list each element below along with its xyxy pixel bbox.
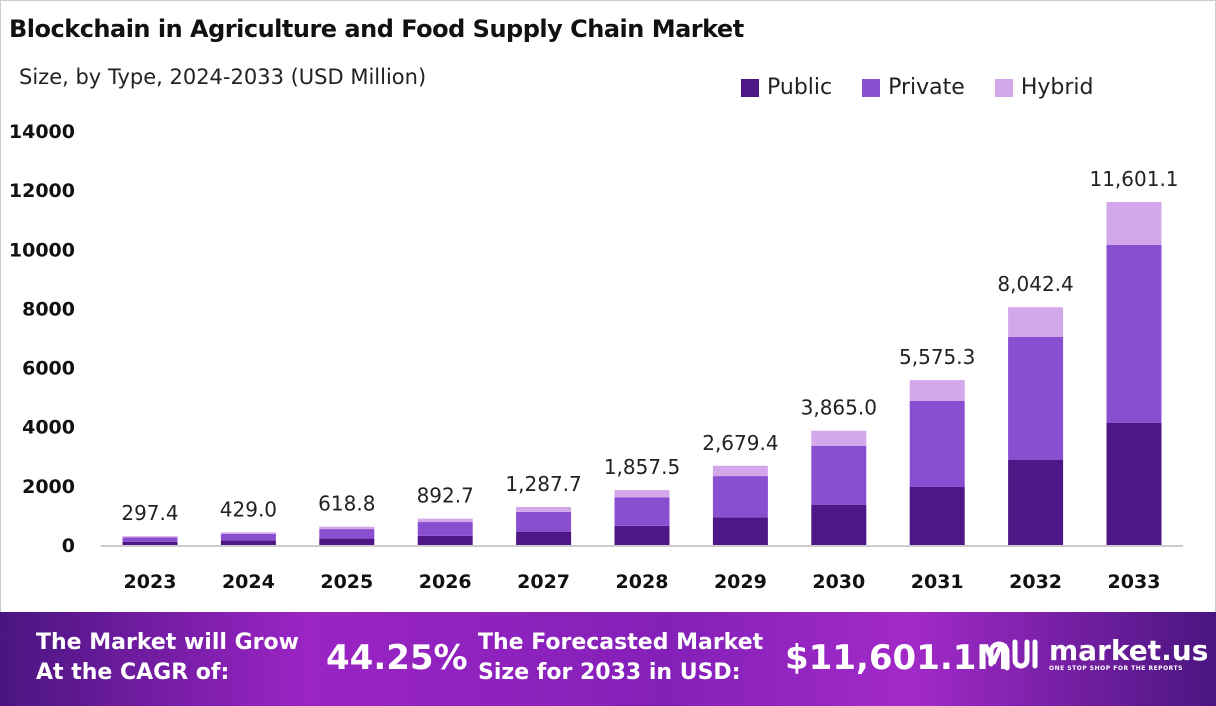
- bar-chart: 0 2000 4000 6000 8000 10000 12000 14000 297.4 202…: [9, 121, 1183, 593]
- cagr-label-line2: At the CAGR of:: [36, 660, 230, 685]
- footer-banner: The Market will Grow At the CAGR of: 44.2…: [0, 612, 1216, 706]
- legend-item-public: Public: [741, 75, 832, 100]
- y-tick-label: 10000: [9, 239, 75, 261]
- forecast-value: $11,601.1M: [785, 638, 1011, 678]
- data-label-total: 3,865.0: [801, 396, 877, 420]
- x-tick-label: 2032: [1009, 571, 1062, 593]
- data-label-total: 1,857.5: [604, 455, 680, 479]
- data-label-total: 1,287.7: [505, 472, 581, 496]
- bar-hybrid-2026: [417, 518, 473, 523]
- x-tick-label: 2025: [320, 571, 373, 593]
- x-tick-label: 2024: [222, 571, 275, 593]
- bar-hybrid-2029: [712, 465, 768, 477]
- data-label-total: 892.7: [417, 484, 474, 508]
- legend: Public Private Hybrid: [741, 75, 1093, 100]
- legend-label-private: Private: [888, 75, 965, 100]
- y-tick-label: 2000: [22, 476, 75, 498]
- bar-hybrid-2027: [516, 506, 572, 512]
- bar-public-2031: [909, 487, 965, 545]
- bar-private-2032: [1008, 336, 1064, 461]
- cagr-label: The Market will Grow At the CAGR of:: [36, 628, 299, 688]
- legend-swatch-private: [862, 78, 881, 97]
- x-tick-label: 2026: [419, 571, 472, 593]
- cagr-label-line1: The Market will Grow: [36, 630, 299, 655]
- logo-text: market.us: [1049, 633, 1209, 667]
- forecast-label: The Forecasted Market Size for 2033 in US…: [478, 628, 763, 688]
- legend-swatch-public: [741, 78, 759, 97]
- bar-private-2027: [516, 511, 572, 532]
- bar-private-2025: [319, 529, 375, 539]
- x-tick-label: 2023: [124, 571, 177, 593]
- bar-hybrid-2024: [220, 532, 276, 534]
- logo-icon: [988, 639, 1038, 671]
- forecast-label-line1: The Forecasted Market: [478, 630, 764, 655]
- bar-public-2025: [319, 538, 375, 545]
- bar-private-2031: [909, 400, 965, 488]
- bar-public-2026: [417, 535, 473, 545]
- bar-hybrid-2028: [614, 490, 670, 498]
- data-label-total: 297.4: [121, 501, 178, 525]
- bar-private-2029: [712, 476, 768, 518]
- bar-hybrid-2033: [1106, 201, 1162, 245]
- x-tick-label: 2030: [812, 571, 865, 593]
- y-tick-label: 4000: [22, 417, 75, 439]
- bar-private-2024: [220, 533, 276, 541]
- x-tick-label: 2033: [1108, 571, 1161, 593]
- bar-hybrid-2030: [811, 430, 867, 446]
- bar-public-2028: [614, 525, 670, 545]
- data-label-total: 8,042.4: [997, 272, 1073, 296]
- legend-label-hybrid: Hybrid: [1020, 75, 1094, 100]
- y-tick-label: 0: [62, 535, 75, 557]
- bar-public-2023: [122, 541, 178, 545]
- legend-swatch-hybrid: [994, 78, 1013, 97]
- bar-private-2028: [614, 497, 670, 526]
- bar-hybrid-2032: [1008, 307, 1064, 337]
- bar-public-2032: [1008, 460, 1064, 545]
- y-tick-label: 12000: [9, 180, 75, 202]
- bar-public-2029: [712, 517, 768, 545]
- bar-public-2024: [220, 540, 276, 545]
- x-tick-label: 2029: [714, 571, 767, 593]
- bar-public-2033: [1106, 422, 1162, 545]
- data-label-total: 429.0: [220, 497, 277, 521]
- bar-private-2030: [811, 445, 867, 505]
- y-tick-label: 6000: [22, 358, 75, 380]
- market-us-logo: market.us ONE STOP SHOP FOR THE REPORTS: [985, 634, 1208, 674]
- cagr-value: 44.25%: [326, 638, 468, 678]
- bar-hybrid-2031: [909, 380, 965, 401]
- legend-label-public: Public: [767, 75, 833, 100]
- legend-item-hybrid: Hybrid: [994, 75, 1094, 100]
- y-tick-label: 14000: [9, 121, 75, 143]
- bar-public-2027: [516, 531, 572, 545]
- x-tick-label: 2031: [911, 571, 964, 593]
- logo-tagline: ONE STOP SHOP FOR THE REPORTS: [1049, 664, 1183, 672]
- chart-title: Blockchain in Agriculture and Food Suppl…: [9, 15, 744, 43]
- bar-public-2030: [811, 504, 867, 545]
- x-tick-label: 2028: [616, 571, 669, 593]
- data-label-total: 618.8: [318, 492, 375, 516]
- data-label-total: 2,679.4: [702, 431, 778, 455]
- bar-private-2023: [122, 537, 178, 542]
- y-tick-label: 8000: [22, 298, 75, 320]
- chart-frame: Blockchain in Agriculture and Food Suppl…: [0, 0, 1216, 613]
- legend-item-private: Private: [862, 75, 965, 100]
- forecast-label-line2: Size for 2033 in USD:: [478, 660, 741, 685]
- bar-private-2033: [1106, 244, 1162, 423]
- bar-hybrid-2023: [122, 536, 178, 538]
- bar-hybrid-2025: [319, 526, 375, 530]
- data-label-total: 5,575.3: [899, 345, 975, 369]
- bar-private-2026: [417, 522, 473, 536]
- chart-subtitle: Size, by Type, 2024-2033 (USD Million): [19, 65, 427, 89]
- data-label-total: 11,601.1: [1089, 167, 1178, 191]
- x-tick-label: 2027: [517, 571, 570, 593]
